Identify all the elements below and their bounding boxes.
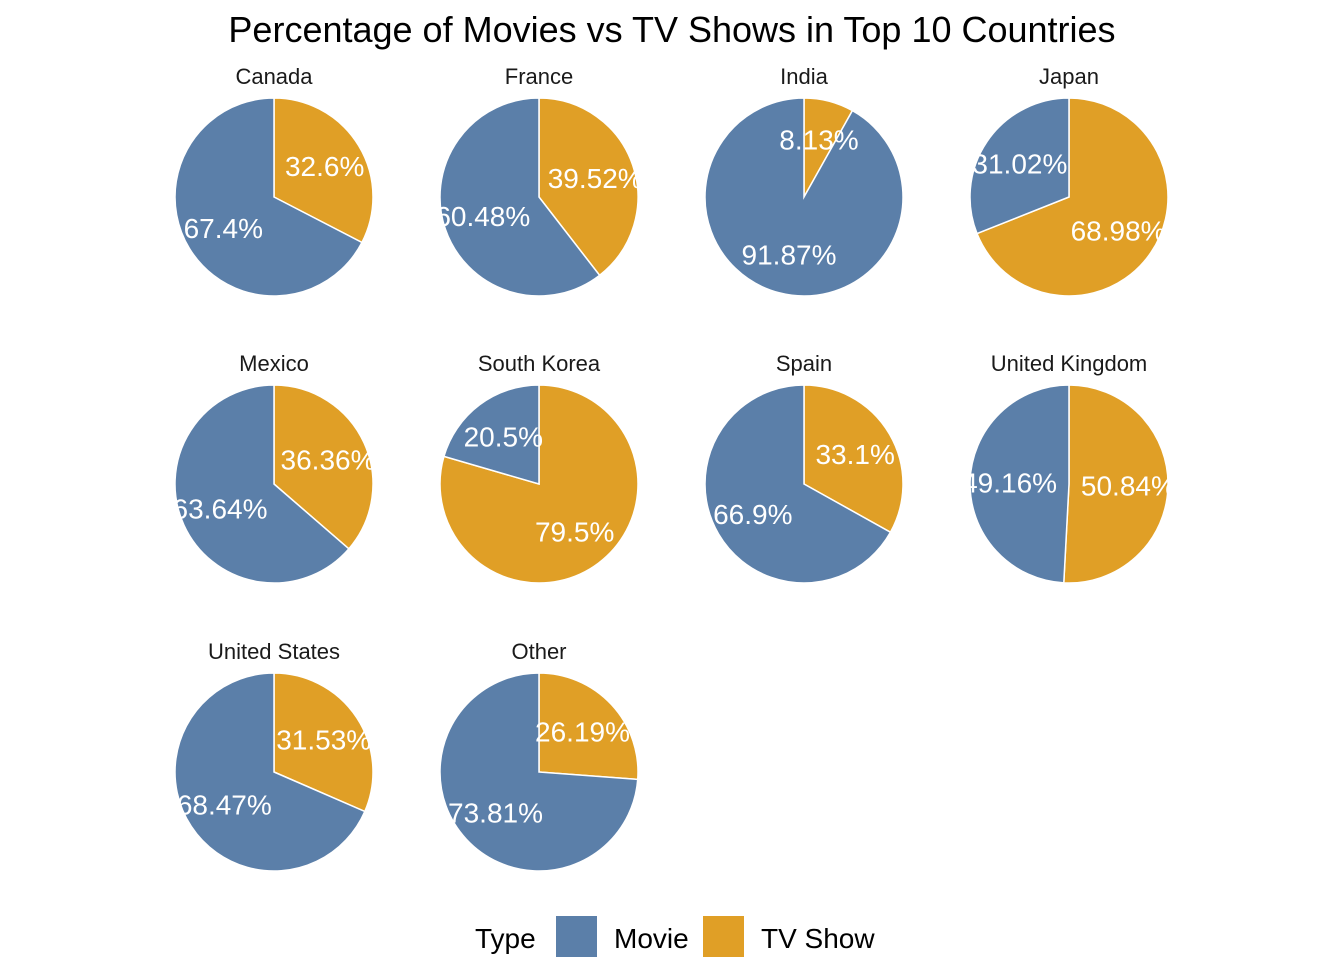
legend-swatch-tv-show: [703, 916, 744, 957]
pie-facet-other: Other 26.19% 73.81%: [439, 639, 639, 872]
slice-label-india-movie: 91.87%: [742, 240, 837, 271]
facet-title-other: Other: [511, 639, 566, 664]
facet-title-south-korea: South Korea: [478, 351, 601, 376]
pie-facet-spain: Spain 33.1% 66.9%: [704, 351, 904, 584]
legend-title: Type: [475, 923, 536, 954]
slice-label-mexico-movie: 63.64%: [173, 494, 268, 525]
facet-title-france: France: [505, 64, 573, 89]
slice-label-france-movie: 60.48%: [435, 201, 530, 232]
slice-label-other-movie: 73.81%: [448, 797, 543, 828]
pie-facet-france: France 39.52% 60.48%: [435, 64, 643, 297]
facets-group: Canada 32.6% 67.4% France 39.52% 60.48% India 8…: [173, 64, 1176, 872]
pie-facet-japan: Japan 68.98% 31.02%: [969, 64, 1169, 297]
facet-title-india: India: [780, 64, 828, 89]
slice-label-other-tv-show: 26.19%: [535, 717, 630, 748]
slice-label-united-states-tv-show: 31.53%: [276, 724, 371, 755]
slice-label-spain-tv-show: 33.1%: [815, 439, 894, 470]
slice-label-united-states-movie: 68.47%: [177, 790, 272, 821]
legend-label-movie: Movie: [614, 923, 689, 954]
facet-title-united-states: United States: [208, 639, 340, 664]
chart-title: Percentage of Movies vs TV Shows in Top …: [228, 9, 1115, 50]
pie-slice-canada-movie: [174, 97, 363, 297]
slice-label-united-kingdom-tv-show: 50.84%: [1081, 471, 1176, 502]
pie-facet-united-states: United States 31.53% 68.47%: [174, 639, 374, 872]
legend-label-tv-show: TV Show: [761, 923, 875, 954]
pie-slice-spain-tv-show: [803, 384, 904, 534]
pie-slice-united-kingdom-tv-show: [1062, 384, 1169, 584]
pie-slice-other-movie: [439, 672, 639, 872]
legend-swatch-movie: [556, 916, 597, 957]
slice-label-united-kingdom-movie: 49.16%: [962, 467, 1057, 498]
pie-slice-united-kingdom-movie: [969, 384, 1070, 584]
slice-label-japan-tv-show: 68.98%: [1071, 215, 1166, 246]
pie-slice-mexico-tv-show: [273, 384, 374, 550]
pie-slice-india-movie: [704, 97, 904, 297]
pie-slice-japan-tv-show: [976, 97, 1169, 297]
pie-slice-france-tv-show: [538, 97, 639, 277]
facet-title-canada: Canada: [235, 64, 313, 89]
pie-slice-spain-movie: [704, 384, 892, 584]
pie-slice-south-korea-movie: [443, 384, 540, 485]
slice-label-south-korea-movie: 20.5%: [464, 422, 543, 453]
pie-slice-united-states-movie: [174, 672, 366, 872]
slice-label-south-korea-tv-show: 79.5%: [535, 517, 614, 548]
facet-title-mexico: Mexico: [239, 351, 309, 376]
slice-label-canada-tv-show: 32.6%: [285, 151, 364, 182]
slice-label-japan-movie: 31.02%: [972, 149, 1067, 180]
pie-facet-united-kingdom: United Kingdom 50.84% 49.16%: [962, 351, 1176, 584]
slice-label-spain-movie: 66.9%: [713, 499, 792, 530]
pie-facet-india: India 8.13% 91.87%: [704, 64, 904, 297]
pie-slice-japan-movie: [969, 97, 1070, 235]
pie-slice-france-movie: [439, 97, 601, 297]
slice-label-india-tv-show: 8.13%: [779, 125, 858, 156]
pie-facet-canada: Canada 32.6% 67.4%: [174, 64, 374, 297]
pie-facet-mexico: Mexico 36.36% 63.64%: [173, 351, 376, 584]
slice-label-mexico-tv-show: 36.36%: [281, 444, 376, 475]
facet-title-japan: Japan: [1039, 64, 1099, 89]
pie-slice-mexico-movie: [174, 384, 350, 584]
pie-slice-canada-tv-show: [273, 97, 374, 244]
pie-slice-other-tv-show: [538, 672, 639, 781]
facet-title-united-kingdom: United Kingdom: [991, 351, 1148, 376]
legend: Type Movie TV Show: [475, 916, 875, 957]
facet-title-spain: Spain: [776, 351, 832, 376]
pie-facet-south-korea: South Korea 79.5% 20.5%: [439, 351, 639, 584]
slice-label-france-tv-show: 39.52%: [548, 163, 643, 194]
slice-label-canada-movie: 67.4%: [184, 213, 263, 244]
pie-slice-united-states-tv-show: [273, 672, 374, 813]
